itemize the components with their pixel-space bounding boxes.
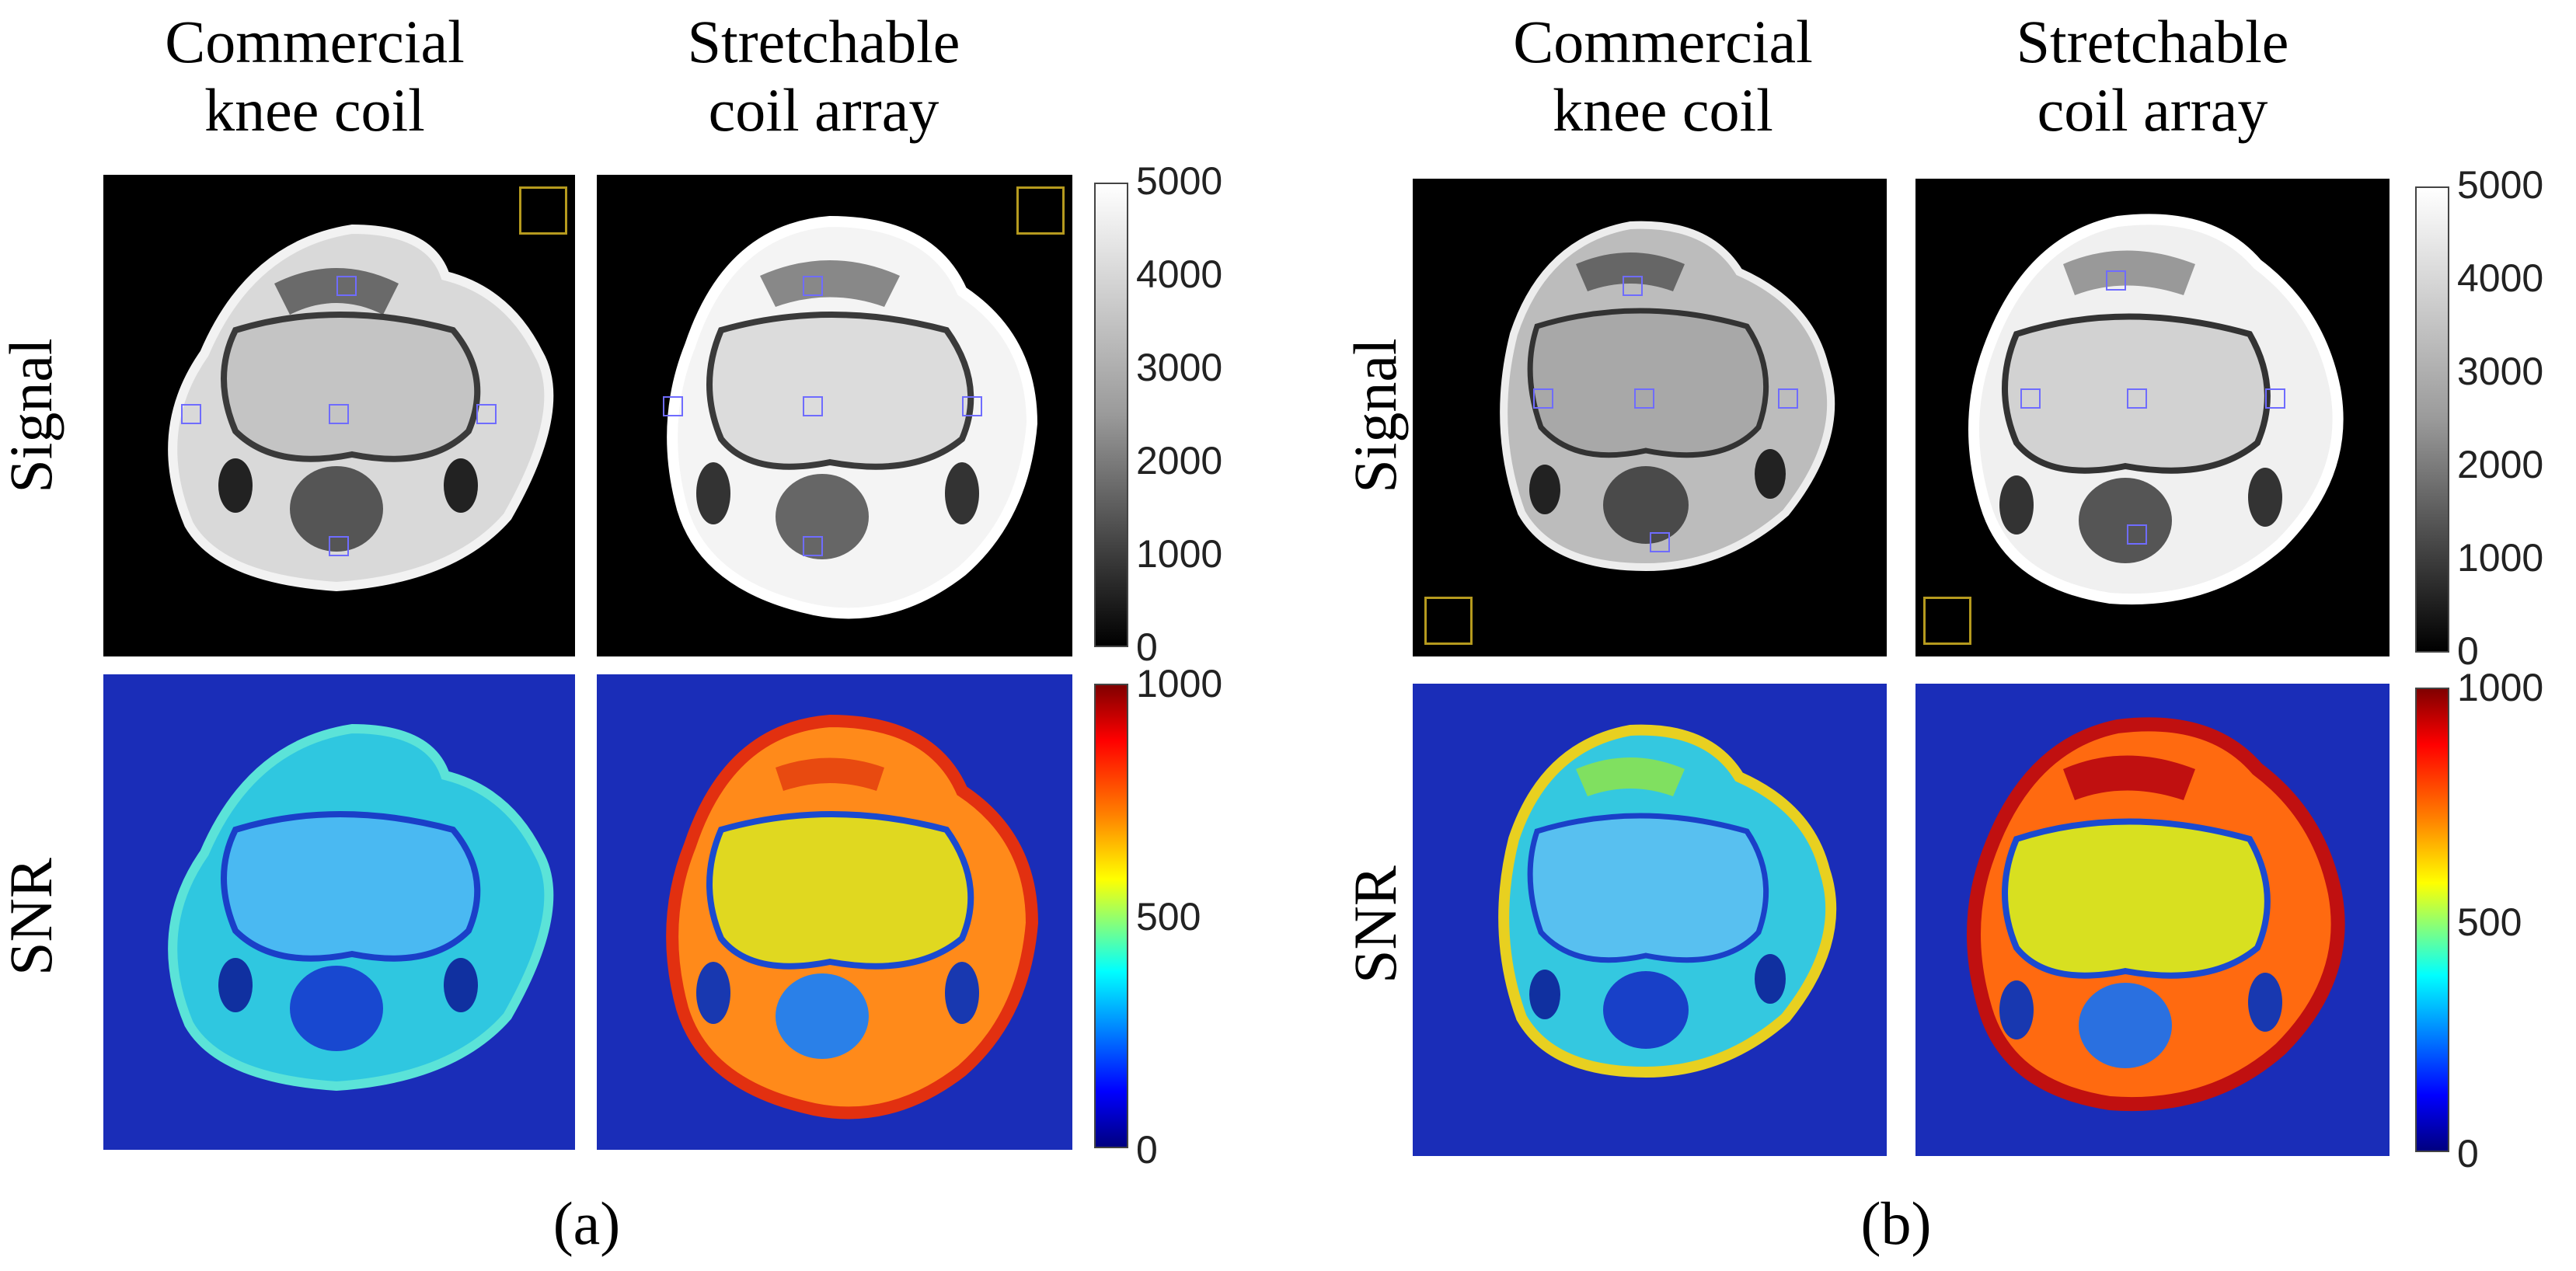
col-title-stretchable-a: Stretchable coil array	[687, 8, 960, 144]
colorbar-tick: 4000	[1136, 252, 1223, 296]
roi-box	[1650, 532, 1670, 552]
noise-roi-box	[1016, 186, 1065, 235]
knee-snr-map	[168, 723, 554, 1092]
signal-image-stretchable-a	[597, 175, 1072, 656]
colorbar-tick: 1000	[2457, 666, 2544, 709]
roi-box	[2106, 270, 2126, 291]
roi-box	[329, 536, 349, 556]
colorbar-tick: 0	[2457, 629, 2479, 673]
roi-box	[329, 404, 349, 424]
roi-box	[663, 396, 683, 416]
colorbar-tick: 0	[1136, 1128, 1158, 1172]
snr-image-commercial-b	[1413, 684, 1887, 1156]
col-title-stretchable-b: Stretchable coil array	[2016, 8, 2289, 144]
signal-image-commercial-b	[1413, 179, 1887, 656]
panel-caption-b: (b)	[1860, 1189, 1932, 1257]
noise-roi-box	[1923, 597, 1971, 645]
roi-box	[1533, 388, 1553, 409]
row-label-signal-b: Signal	[1341, 338, 1409, 493]
colorbar-tick: 500	[2457, 900, 2522, 944]
colorbar-tick: 500	[1136, 895, 1201, 938]
knee-snr-map	[1967, 717, 2345, 1112]
noise-roi-box	[519, 186, 567, 235]
knee-mri-signal	[1968, 214, 2344, 605]
roi-box	[1623, 276, 1643, 296]
colorbar-tick: 5000	[2457, 163, 2544, 207]
roi-box	[2020, 388, 2041, 409]
roi-box	[336, 276, 357, 296]
colorbar-tick: 5000	[1136, 159, 1223, 203]
colorbar-tick: 1000	[2457, 536, 2544, 580]
row-label-signal-a: Signal	[0, 338, 64, 493]
signal-image-stretchable-b	[1915, 179, 2390, 656]
snr-image-stretchable-a	[597, 674, 1072, 1150]
roi-box	[1634, 388, 1654, 409]
signal-colorbar-a	[1094, 183, 1128, 647]
col-title-commercial-a: Commercial knee coil	[165, 8, 465, 144]
knee-mri-signal	[667, 215, 1038, 619]
knee-mri-signal	[168, 224, 554, 592]
signal-colorbar-b	[2415, 186, 2449, 653]
colorbar-tick: 3000	[1136, 346, 1223, 389]
roi-box	[962, 396, 982, 416]
colorbar-tick: 2000	[2457, 443, 2544, 486]
roi-box	[2127, 388, 2147, 409]
row-label-snr-a: SNR	[0, 858, 64, 976]
knee-mri-signal	[1500, 221, 1835, 572]
roi-box	[181, 404, 201, 424]
colorbar-tick: 2000	[1136, 439, 1223, 482]
noise-roi-box	[1424, 597, 1473, 645]
snr-image-commercial-a	[103, 674, 575, 1150]
colorbar-tick: 0	[1136, 625, 1158, 669]
panel-caption-a: (a)	[552, 1189, 621, 1257]
roi-box	[1778, 388, 1798, 409]
row-label-snr-b: SNR	[1341, 865, 1409, 984]
snr-image-stretchable-b	[1915, 684, 2390, 1156]
knee-snr-map	[666, 714, 1039, 1120]
snr-colorbar-a	[1094, 684, 1128, 1148]
colorbar-tick: 1000	[1136, 662, 1223, 705]
roi-box	[803, 396, 823, 416]
colorbar-tick: 4000	[2457, 256, 2544, 300]
colorbar-tick: 1000	[1136, 532, 1223, 576]
roi-box	[476, 404, 497, 424]
signal-image-commercial-a	[103, 175, 575, 656]
colorbar-tick: 3000	[2457, 350, 2544, 393]
roi-box	[803, 536, 823, 556]
roi-box	[803, 276, 823, 296]
knee-snr-map	[1498, 724, 1837, 1078]
col-title-commercial-b: Commercial knee coil	[1513, 8, 1813, 144]
colorbar-tick: 0	[2457, 1132, 2479, 1175]
snr-colorbar-b	[2415, 688, 2449, 1152]
roi-box	[2265, 388, 2285, 409]
roi-box	[2127, 524, 2147, 545]
